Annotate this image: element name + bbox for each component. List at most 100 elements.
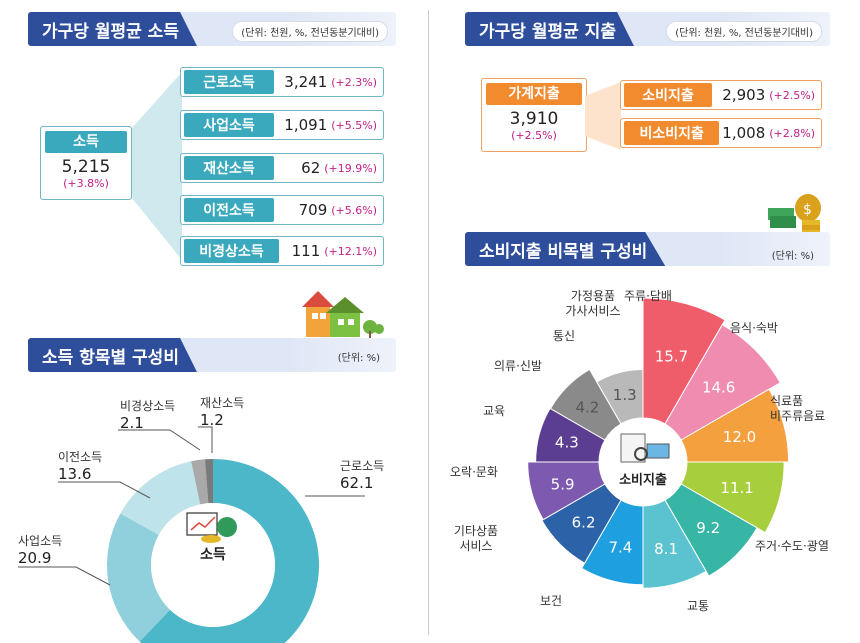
donut-category: 이전소득 [58, 450, 102, 464]
income-item-change: (+5.6%) [331, 203, 377, 217]
rose-category-5: 서비스 [459, 539, 492, 553]
rose-category-1: 식료품 [770, 394, 803, 408]
house-icon [302, 291, 384, 339]
income-item-change: (+12.1%) [324, 244, 377, 258]
expend-total-box: 가계지출 3,910 (+2.5%) [481, 78, 587, 152]
expend-connector [585, 82, 621, 150]
donut-slice-1 [106, 513, 171, 642]
income-donut-chart: 소득근로소득62.1사업소득20.9이전소득13.6비경상소득2.1재산소득1.… [18, 396, 384, 643]
donut-category: 비경상소득 [120, 399, 175, 413]
donut-value: 1.2 [200, 411, 224, 429]
income-item-value: 709 [298, 201, 328, 219]
rose-category-6: 오락·문화 [450, 465, 498, 479]
income-header: 가구당 월평균 소득 (단위: 천원, %, 전년동분기대비) [28, 12, 396, 46]
rose-value: 11.1 [720, 479, 753, 497]
rose-value: 12.0 [723, 428, 756, 446]
expend-total-label: 가계지출 [486, 83, 582, 105]
rose-category-2: 주거·수도·광열 [755, 539, 829, 553]
rose-value: 6.2 [572, 513, 596, 531]
expend-item-label: 소비지출 [624, 83, 712, 107]
expend-item-0: 소비지출 2,903 (+2.5%) [620, 80, 822, 110]
income-item-0: 근로소득 3,241 (+2.3%) [180, 67, 384, 97]
rose-value: 15.7 [655, 348, 688, 366]
rose-value: 4.3 [555, 434, 579, 452]
rose-value: 7.4 [608, 538, 632, 556]
rose-value: 9.2 [696, 519, 720, 537]
donut-slice-4 [205, 459, 213, 504]
rose-category-10: 가사서비스 [565, 304, 620, 318]
expend-total-change: (+2.5%) [511, 129, 557, 142]
expend-item-value: 1,008 [722, 124, 766, 142]
rose-center-label: 소비지출 [619, 472, 667, 488]
income-item-change: (+19.9%) [324, 161, 377, 175]
income-item-value: 111 [291, 242, 321, 260]
donut-slice-3 [191, 459, 209, 505]
rose-title: 소비지출 비목별 구성비 [465, 232, 666, 266]
rose-category-5: 기타상품 [454, 524, 498, 538]
donut-category: 재산소득 [200, 396, 244, 410]
expend-unit: (단위: 천원, %, 전년동분기대비) [666, 21, 822, 42]
donut-value: 13.6 [58, 465, 91, 483]
rose-category-4: 보건 [540, 594, 562, 608]
income-item-change: (+5.5%) [331, 118, 377, 132]
rose-category-10: 가정용품 [571, 289, 615, 303]
documents-icon [620, 433, 670, 463]
donut-slice-2 [120, 461, 201, 535]
income-item-label: 재산소득 [184, 156, 274, 180]
rose-category-9: 통신 [553, 329, 575, 343]
income-item-label: 사업소득 [184, 113, 274, 137]
income-item-3: 이전소득 709 (+5.6%) [180, 195, 384, 225]
rose-category-8: 의류·신발 [494, 359, 542, 373]
rose-category-3: 교통 [687, 599, 709, 613]
expend-item-label: 비소비지출 [624, 121, 720, 145]
income-item-label: 이전소득 [184, 198, 274, 222]
rose-unit: (단위: %) [771, 251, 814, 262]
donut-category: 근로소득 [340, 459, 384, 473]
rose-value: 4.2 [576, 398, 600, 416]
expend-title: 가구당 월평균 지출 [465, 12, 634, 46]
income-item-1: 사업소득 1,091 (+5.5%) [180, 110, 384, 140]
income-total-value: 5,215 [61, 157, 111, 177]
income-item-change: (+2.3%) [331, 75, 377, 89]
donut-header: 소득 항목별 구성비 (단위: %) [28, 338, 396, 372]
income-item-value: 1,091 [284, 116, 328, 134]
expend-item-value: 2,903 [722, 86, 766, 104]
rose-value: 5.9 [551, 476, 575, 494]
income-title: 가구당 월평균 소득 [28, 12, 197, 46]
chart-money-icon [186, 512, 237, 543]
income-total-label: 소득 [45, 131, 127, 153]
income-item-label: 근로소득 [184, 70, 274, 94]
rose-header: 소비지출 비목별 구성비 (단위: %) [465, 232, 830, 266]
income-item-2: 재산소득 62 (+19.9%) [180, 153, 384, 183]
donut-title: 소득 항목별 구성비 [28, 338, 197, 372]
expend-total-value: 3,910 [509, 109, 559, 129]
rose-value: 1.3 [613, 386, 637, 404]
section-divider [428, 10, 429, 635]
donut-unit: (단위: %) [337, 353, 380, 364]
donut-value: 62.1 [340, 474, 373, 492]
money-bag-icon: $ [768, 194, 821, 234]
rose-value: 8.1 [654, 540, 678, 558]
income-total-change: (+3.8%) [63, 177, 109, 190]
rose-category-1: 비주류음료 [770, 409, 825, 423]
income-item-4: 비경상소득 111 (+12.1%) [180, 236, 384, 266]
expend-item-change: (+2.5%) [769, 88, 815, 102]
income-item-value: 62 [301, 159, 321, 177]
donut-slice-0 [139, 459, 319, 643]
expend-item-change: (+2.8%) [769, 126, 815, 140]
donut-category: 사업소득 [18, 534, 62, 548]
income-total-box: 소득 5,215 (+3.8%) [40, 126, 132, 200]
donut-value: 2.1 [120, 414, 144, 432]
income-connector [132, 72, 182, 260]
rose-category-7: 교육 [483, 404, 505, 418]
donut-value: 20.9 [18, 549, 51, 567]
expend-header: 가구당 월평균 지출 (단위: 천원, %, 전년동분기대비) [465, 12, 830, 46]
donut-center-label: 소득 [200, 547, 226, 563]
rose-value: 14.6 [702, 378, 735, 396]
expend-item-1: 비소비지출 1,008 (+2.8%) [620, 118, 822, 148]
